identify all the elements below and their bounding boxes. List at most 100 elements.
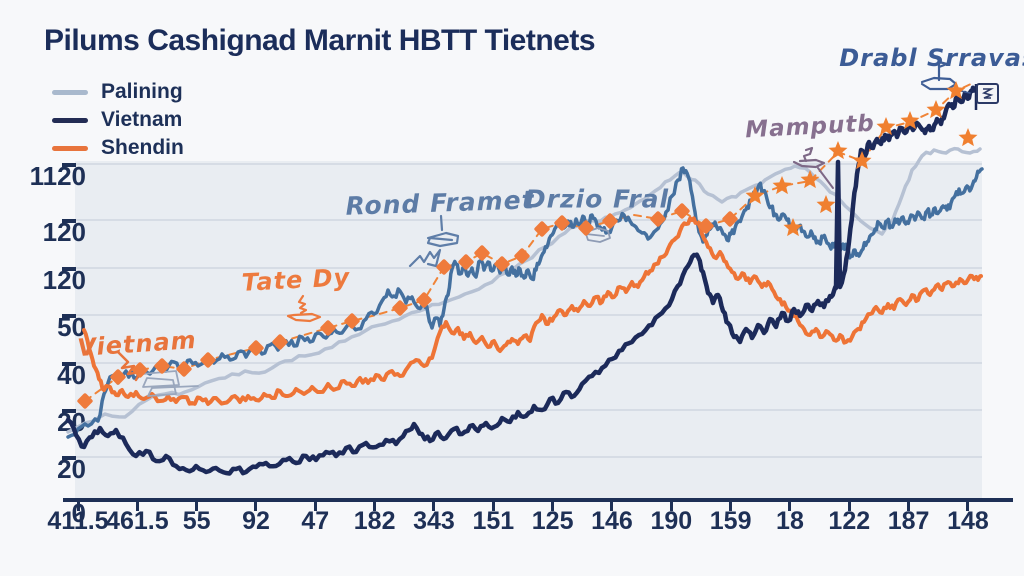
diamond-marker <box>77 393 93 409</box>
diamond-marker <box>436 259 452 275</box>
x-axis-label: 18 <box>776 507 804 535</box>
x-axis-tick <box>313 502 317 511</box>
diamond-marker <box>132 362 148 378</box>
x-axis-tick <box>195 502 199 511</box>
legend-label: Vietnam <box>101 108 183 131</box>
x-axis-tick <box>788 502 792 511</box>
legend-item-vietnam: Vietnam <box>52 106 184 134</box>
y-axis-tick <box>62 409 76 413</box>
diamond-marker <box>698 218 714 234</box>
x-axis-label: 190 <box>650 507 693 535</box>
legend: Palining Vietnam Shendin <box>52 78 184 162</box>
diamond-marker <box>650 211 666 227</box>
star-marker <box>783 218 803 237</box>
x-axis-tick <box>551 502 555 511</box>
diamond-marker <box>392 300 408 316</box>
annotation-tate-dy-note: Tate Dy <box>241 263 351 297</box>
annotation-doodle <box>297 294 308 315</box>
annotation-doodle <box>408 248 442 268</box>
x-axis-label: 159 <box>709 507 752 535</box>
diamond-marker <box>722 211 738 227</box>
legend-label: Shendin <box>101 136 184 159</box>
x-axis-tick <box>135 502 139 511</box>
x-axis-label: 125 <box>531 507 574 535</box>
annotation-doodle <box>792 158 826 169</box>
diamond-marker <box>320 320 336 336</box>
y-axis-tick <box>62 314 76 318</box>
star-marker <box>800 170 820 189</box>
vietnam-line-swatch <box>52 117 88 123</box>
star-marker <box>816 195 836 214</box>
y-axis-label: 120 <box>42 217 86 247</box>
star-marker <box>958 128 978 147</box>
x-axis-label: 411.5 <box>47 507 109 535</box>
diamond-marker <box>474 245 490 261</box>
gridline <box>75 219 982 221</box>
y-axis-label: 120 <box>42 265 86 295</box>
palining-line-swatch <box>52 89 88 95</box>
star-marker <box>772 176 792 195</box>
diamond-marker <box>514 248 530 264</box>
star-marker <box>852 151 872 170</box>
x-axis-label: 343 <box>413 507 455 535</box>
x-axis-tick <box>610 502 614 511</box>
y-axis-label: 0 <box>71 498 86 528</box>
y-axis-label: 20 <box>57 454 86 484</box>
y-axis-tick <box>62 163 76 167</box>
annotation-drzio-fral-note: Drzio Fral <box>524 184 670 214</box>
diamond-marker <box>176 361 192 377</box>
x-axis-tick <box>669 502 673 511</box>
y-axis-label: 50 <box>57 312 86 342</box>
diamond-marker <box>534 221 550 237</box>
gridline <box>75 314 982 316</box>
x-axis-tick <box>254 502 258 511</box>
gridline <box>75 362 982 364</box>
gridline <box>75 456 982 458</box>
y-axis-tick <box>62 267 76 271</box>
diamond-marker <box>458 254 474 270</box>
diamond-marker <box>110 369 126 385</box>
y-axis-tick <box>62 219 76 223</box>
annotation-doodle <box>286 312 322 323</box>
x-axis-tick <box>491 502 495 511</box>
x-axis-label: 182 <box>353 507 396 535</box>
legend-label: Palining <box>101 80 183 103</box>
x-axis-tick <box>76 502 80 511</box>
annotation-doodle <box>439 214 444 232</box>
diamond-marker <box>416 292 432 308</box>
diamond-marker <box>494 256 510 272</box>
legend-item-palining: Palining <box>52 78 184 106</box>
diamond-marker <box>674 203 690 219</box>
x-axis-tick <box>729 502 733 511</box>
y-axis-tick <box>62 456 76 460</box>
star-marker <box>946 81 966 100</box>
x-axis-tick <box>907 502 911 511</box>
plot-area <box>75 161 982 500</box>
diamond-marker <box>154 358 170 374</box>
star-marker <box>876 117 896 136</box>
x-axis-tick <box>966 502 970 511</box>
flag-glyph-icon <box>981 88 995 99</box>
diamond-marker <box>248 340 264 356</box>
diamond-marker <box>602 213 618 229</box>
annotation-drabl-srravaso-note: Drabl Srravaso <box>839 44 1024 72</box>
shendin-line-swatch <box>52 145 88 151</box>
x-axis-label: 146 <box>591 507 633 535</box>
series-shendin <box>82 216 983 406</box>
x-axis-label: 47 <box>301 507 330 535</box>
diamond-marker <box>554 215 570 231</box>
x-axis-tick <box>432 502 436 511</box>
annotation-doodle <box>426 231 460 248</box>
diamond-marker <box>272 334 288 350</box>
y-axis-tick <box>62 362 76 366</box>
annotation-doodle <box>817 167 834 189</box>
x-axis-label: 148 <box>947 507 989 535</box>
series-vietnam <box>65 85 978 476</box>
chart-title: Pilums Cashignad Marnit HBTT Tietnets <box>44 24 596 57</box>
diamond-marker <box>344 313 360 329</box>
gridline <box>75 163 982 165</box>
y-axis-label: 1120 <box>29 161 86 191</box>
x-axis-label: 122 <box>828 507 871 535</box>
